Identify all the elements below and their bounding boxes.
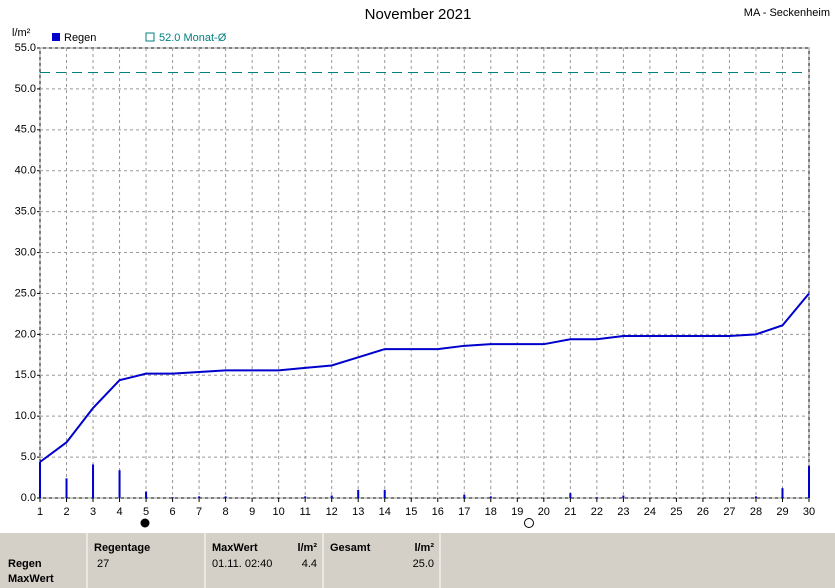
x-tick-label: 1 (37, 506, 43, 518)
x-tick-label: 14 (379, 506, 391, 518)
x-tick-label: 23 (617, 506, 629, 518)
x-tick-label: 8 (223, 506, 229, 518)
bar (383, 489, 386, 498)
stats-panel (0, 533, 835, 588)
x-tick-label: 19 (511, 506, 523, 518)
x-tick-label: 11 (299, 506, 310, 518)
y-axis-label: l/m² (12, 27, 31, 39)
x-tick-label: 25 (670, 506, 682, 518)
x-tick-label: 30 (803, 506, 815, 518)
x-tick-label: 28 (750, 506, 762, 518)
station: MA - Seckenheim (744, 7, 830, 19)
x-tick-label: 15 (405, 506, 417, 518)
x-tick-label: 4 (116, 506, 122, 518)
y-tick-label: 0.0 (21, 492, 36, 504)
y-tick-label: 55.0 (15, 42, 36, 54)
bar (145, 491, 148, 498)
x-tick-label: 29 (776, 506, 788, 518)
stats-header: MaxWert (212, 542, 258, 554)
bar (224, 496, 227, 498)
bar (118, 470, 121, 498)
x-tick-label: 16 (432, 506, 444, 518)
x-tick-label: 2 (63, 506, 69, 518)
bar (171, 497, 174, 498)
x-tick-label: 13 (352, 506, 364, 518)
stats-header: Regentage (94, 542, 150, 554)
bar (754, 496, 757, 498)
x-tick-label: 17 (458, 506, 470, 518)
bar (622, 495, 625, 498)
x-tick-label: 6 (170, 506, 176, 518)
y-tick-label: 40.0 (15, 165, 36, 177)
stats-header: l/m² (297, 542, 317, 554)
stats-header: Gesamt (330, 542, 371, 554)
x-tick-label: 5 (143, 506, 149, 518)
x-tick-label: 7 (196, 506, 202, 518)
x-tick-label: 20 (538, 506, 550, 518)
bar (463, 494, 466, 498)
y-tick-label: 25.0 (15, 287, 36, 299)
x-tick-label: 10 (273, 506, 285, 518)
series-line (39, 292, 810, 463)
y-tick-label: 30.0 (15, 246, 36, 258)
chart-title: November 2021 (365, 6, 472, 23)
y-tick-label: 35.0 (15, 206, 36, 218)
legend-label: Regen (64, 32, 96, 44)
stats-row-label: Regen (8, 558, 42, 570)
x-tick-label: 27 (723, 506, 735, 518)
stats-header: l/m² (414, 542, 434, 554)
x-tick-label: 18 (485, 506, 497, 518)
moon-full (524, 518, 534, 528)
plot-area (39, 47, 810, 499)
bar (198, 496, 201, 498)
x-tick-label: 24 (644, 506, 656, 518)
stats-value: 25.0 (413, 558, 434, 570)
y-tick-label: 15.0 (15, 369, 36, 381)
y-tick-label: 20.0 (15, 328, 36, 340)
x-tick-label: 3 (90, 506, 96, 518)
legend-label: 52.0 Monat-Ø (159, 32, 227, 44)
y-tick-label: 5.0 (21, 451, 36, 463)
x-tick-label: 9 (249, 506, 255, 518)
moon-new (140, 518, 150, 528)
bar (808, 466, 810, 498)
bar (304, 496, 307, 498)
y-tick-label: 50.0 (15, 83, 36, 95)
bar (39, 462, 41, 498)
bar (330, 495, 333, 498)
x-tick-label: 12 (326, 506, 338, 518)
x-tick-label: 21 (564, 506, 576, 518)
y-tick-label: 10.0 (15, 410, 36, 422)
stats-row-label: MaxWert (8, 573, 54, 585)
legend-swatch (52, 33, 60, 41)
bar (65, 478, 68, 498)
x-tick-label: 22 (591, 506, 603, 518)
stats-value: 4.4 (302, 558, 317, 570)
y-tick-label: 45.0 (15, 124, 36, 136)
x-tick-label: 26 (697, 506, 709, 518)
bar (595, 497, 598, 498)
legend-swatch (145, 32, 155, 42)
bar (569, 493, 572, 498)
stats-value: 01.11. 02:40 (212, 558, 272, 570)
bar (489, 496, 492, 498)
bar (92, 464, 95, 498)
bar (357, 489, 360, 498)
stats-value: 27 (97, 558, 109, 570)
bar (781, 488, 784, 498)
